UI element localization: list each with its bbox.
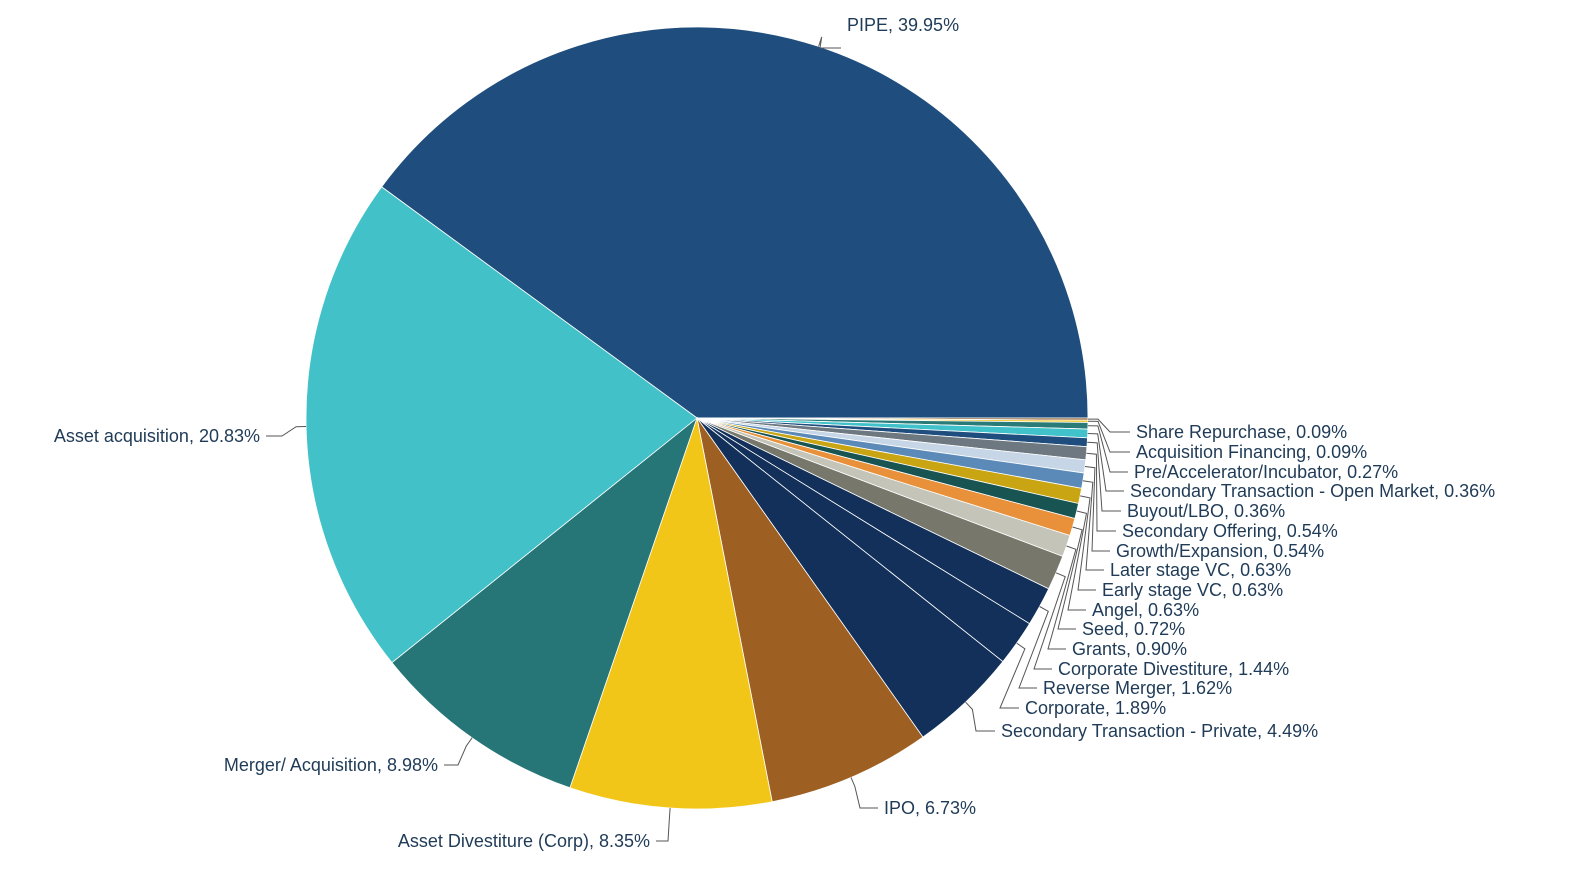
leader-line-pipe <box>818 36 841 49</box>
slice-asset-divestiture-corp <box>569 416 773 810</box>
leader-line-secondary-transaction-private <box>965 701 995 732</box>
slice-labels: PIPE, 39.95% Share Repurchase, 0.09%Acqui… <box>54 15 1495 851</box>
leader-line-corporate <box>999 642 1026 709</box>
pie-slices <box>305 26 1089 810</box>
slice-label-ipo: IPO, 6.73% <box>884 798 976 818</box>
slice-label-asset-divestiture-corp: Asset Divestiture (Corp), 8.35% <box>398 831 650 851</box>
slice-label-secondary-transaction-private: Secondary Transaction - Private, 4.49% <box>1001 721 1318 741</box>
slice-label-seed: Seed, 0.72% <box>1082 619 1185 639</box>
leader-line-share-repurchase <box>1088 418 1130 433</box>
slice-label-pipe: PIPE, 39.95% <box>847 15 959 35</box>
slice-label-secondary-transaction-open-market: Secondary Transaction - Open Market, 0.3… <box>1130 481 1495 501</box>
leader-line-angel <box>1067 510 1088 611</box>
slice-label-later-stage-vc: Later stage VC, 0.63% <box>1110 560 1291 580</box>
leader-line-buyout-lbo <box>1087 441 1121 512</box>
leader-line-ipo <box>850 777 878 809</box>
leader-line-acquisition-financing <box>1087 420 1130 453</box>
leader-line-asset-divestiture-corp <box>656 808 671 842</box>
slice-label-corporate-divestiture: Corporate Divestiture, 1.44% <box>1058 659 1289 679</box>
slice-label-buyout-lbo: Buyout/LBO, 0.36% <box>1127 501 1285 521</box>
slice-label-merger-acquisition: Merger/ Acquisition, 8.98% <box>224 755 438 775</box>
leader-line-corporate-divestiture <box>1033 572 1066 670</box>
leader-line-early-stage-vc <box>1077 495 1096 591</box>
leader-line-later-stage-vc <box>1082 480 1104 571</box>
leader-line-reverse-merger <box>1018 606 1049 689</box>
leader-lines <box>266 36 1130 842</box>
leader-line-growth-expansion <box>1084 466 1110 552</box>
leader-line-secondary-transaction-open-market <box>1087 433 1124 492</box>
slice-label-reverse-merger: Reverse Merger, 1.62% <box>1043 678 1232 698</box>
slice-label-growth-expansion: Growth/Expansion, 0.54% <box>1116 541 1324 561</box>
slice-label-acquisition-financing: Acquisition Financing, 0.09% <box>1136 442 1367 462</box>
leader-line-grants <box>1047 545 1077 650</box>
leader-line-asset-acquisition <box>266 426 307 437</box>
slice-label-early-stage-vc: Early stage VC, 0.63% <box>1102 580 1283 600</box>
slice-label-angel: Angel, 0.63% <box>1092 600 1199 620</box>
leader-line-pre-accelerator-incubator <box>1087 425 1128 473</box>
slice-label-pre-accelerator-incubator: Pre/Accelerator/Incubator, 0.27% <box>1134 462 1398 482</box>
leader-line-secondary-offering <box>1086 452 1116 532</box>
slice-label-corporate: Corporate, 1.89% <box>1025 698 1166 718</box>
slice-label-share-repurchase: Share Repurchase, 0.09% <box>1136 422 1347 442</box>
slice-label-secondary-offering: Secondary Offering, 0.54% <box>1122 521 1338 541</box>
slice-label-asset-acquisition: Asset acquisition, 20.83% <box>54 426 260 446</box>
leader-line-merger-acquisition <box>444 737 473 766</box>
slice-label-grants: Grants, 0.90% <box>1072 639 1187 659</box>
leader-line-seed <box>1057 526 1083 630</box>
